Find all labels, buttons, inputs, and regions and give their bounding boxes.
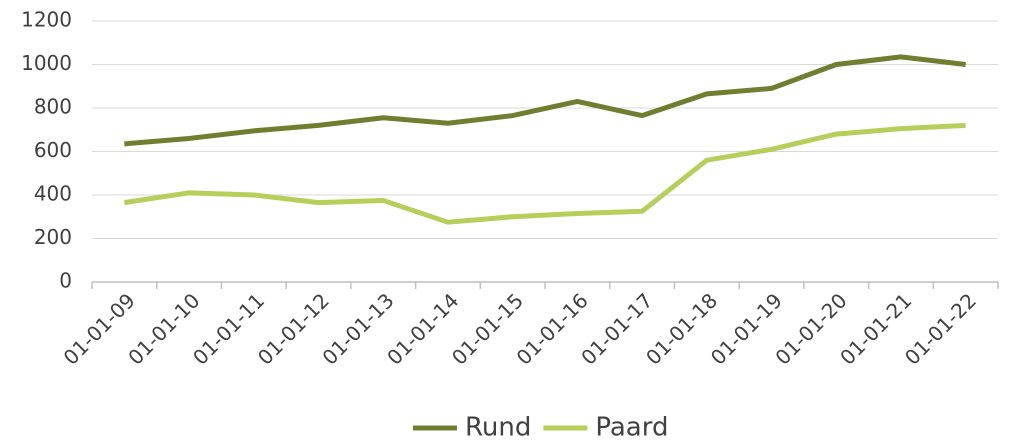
line-series xyxy=(123,122,966,225)
x-tick-label: 01-01-22 xyxy=(900,288,981,369)
y-tick-label: 800 xyxy=(34,95,72,119)
y-tick-label: 200 xyxy=(34,225,72,249)
legend: Rund Paard xyxy=(413,413,668,441)
line-series xyxy=(124,54,966,147)
legend-label: Paard xyxy=(595,413,668,441)
y-tick-label: 0 xyxy=(59,269,72,293)
legend-label: Rund xyxy=(465,413,531,441)
y-tick-label: 400 xyxy=(34,182,72,206)
y-tick-label: 1000 xyxy=(21,51,72,75)
y-tick-label: 600 xyxy=(34,138,72,162)
y-tick-label: 1200 xyxy=(21,8,72,32)
